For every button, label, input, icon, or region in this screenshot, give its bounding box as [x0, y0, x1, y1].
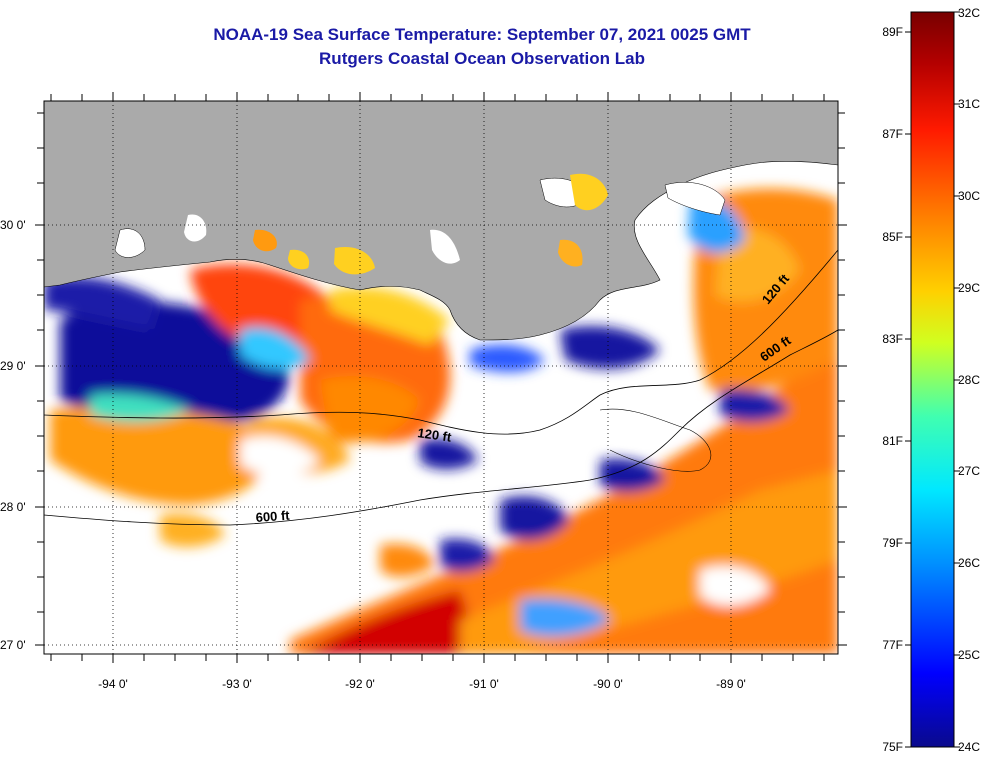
inland-water-warm — [570, 173, 608, 211]
colorbar-label-f: 77F — [882, 638, 903, 652]
depth-label-600ft-west: 600 ft — [255, 508, 291, 525]
sst-map: 120 ft 120 ft 600 ft 600 ft — [44, 101, 838, 654]
lon-label: -90 0' — [593, 677, 623, 691]
map-ticks — [35, 92, 847, 663]
lon-label: -93 0' — [222, 677, 252, 691]
colorbar-label-c: 28C — [958, 373, 980, 387]
map-frame — [43, 100, 839, 655]
depth-label-120ft-west: 120 ft — [417, 425, 453, 445]
lake — [558, 239, 583, 267]
lat-label: 30 0' — [0, 218, 26, 232]
colorbar-label-f: 89F — [882, 25, 903, 39]
map-title: NOAA-19 Sea Surface Temperature: Septemb… — [213, 25, 751, 44]
colorbar-gradient — [910, 11, 955, 748]
lake — [184, 214, 207, 242]
contour-600ft — [44, 329, 838, 526]
colorbar-label-c: 27C — [958, 464, 980, 478]
colorbar-label-f: 81F — [882, 434, 903, 448]
lake — [430, 229, 460, 264]
lon-label: -94 0' — [98, 677, 128, 691]
colorbar-label-c: 31C — [958, 97, 980, 111]
graticule — [44, 101, 838, 654]
colorbar-label-f: 87F — [882, 127, 903, 141]
map-subtitle: Rutgers Coastal Ocean Observation Lab — [319, 49, 645, 68]
sst-field — [44, 188, 838, 654]
colorbar-label-c: 29C — [958, 281, 980, 295]
colorbar-ticks — [905, 11, 960, 748]
lake — [334, 246, 375, 275]
lat-label: 28 0' — [0, 500, 26, 514]
colorbar-label-c: 30C — [958, 189, 980, 203]
colorbar-label-c: 32C — [958, 6, 980, 20]
colorbar-label-c: 24C — [958, 740, 980, 754]
colorbar-label-f: 85F — [882, 230, 903, 244]
lake — [288, 249, 310, 270]
lon-label: -89 0' — [716, 677, 746, 691]
inland-water — [664, 182, 726, 216]
colorbar: 89F 87F 85F 83F 81F 79F 77F 75F 32C 31C … — [882, 6, 980, 754]
colorbar-label-c: 25C — [958, 648, 980, 662]
lat-label: 29 0' — [0, 359, 26, 373]
lon-label: -92 0' — [345, 677, 375, 691]
colorbar-label-f: 75F — [882, 740, 903, 754]
contour-120ft — [44, 249, 838, 435]
lake — [114, 228, 146, 258]
contour-detail — [599, 408, 712, 472]
colorbar-label-f: 79F — [882, 536, 903, 550]
lon-label: -91 0' — [469, 677, 499, 691]
colorbar-label-f: 83F — [882, 332, 903, 346]
colorbar-label-c: 26C — [958, 556, 980, 570]
lake — [253, 229, 277, 252]
lat-label: 27 0' — [0, 638, 26, 652]
